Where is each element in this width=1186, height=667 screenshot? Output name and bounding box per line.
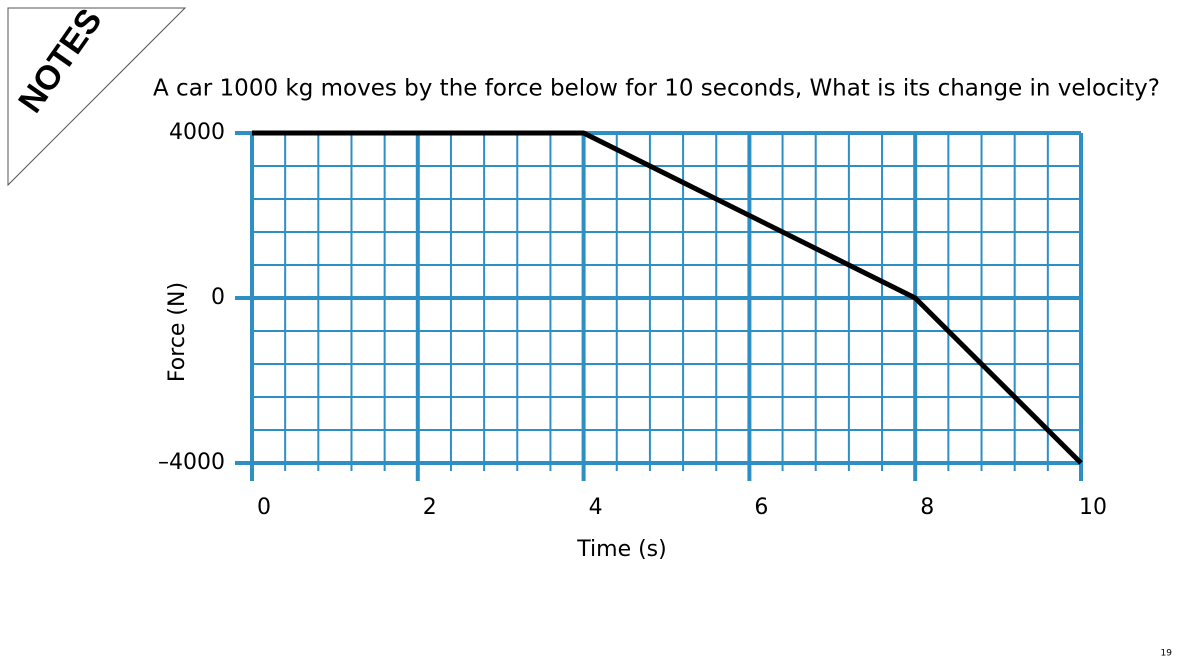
x-tick-label: 4 <box>589 495 603 520</box>
x-tick-label: 8 <box>920 495 934 520</box>
x-tick-label: 10 <box>1079 495 1107 520</box>
slide-number: 19 <box>1161 649 1173 659</box>
x-tick-label: 6 <box>754 495 768 520</box>
y-tick-label: 4000 <box>169 120 225 145</box>
x-tick-label: 0 <box>257 495 271 520</box>
x-tick-label: 2 <box>423 495 437 520</box>
data-line <box>252 130 1083 465</box>
notes-tab <box>7 7 187 187</box>
y-tick-label: 0 <box>211 285 225 310</box>
y-tick-label: –4000 <box>158 450 225 475</box>
y-axis-label: Force (N) <box>165 282 190 382</box>
x-axis-label: Time (s) <box>576 537 666 562</box>
chart-title: A car 1000 kg moves by the force below f… <box>153 76 1160 102</box>
